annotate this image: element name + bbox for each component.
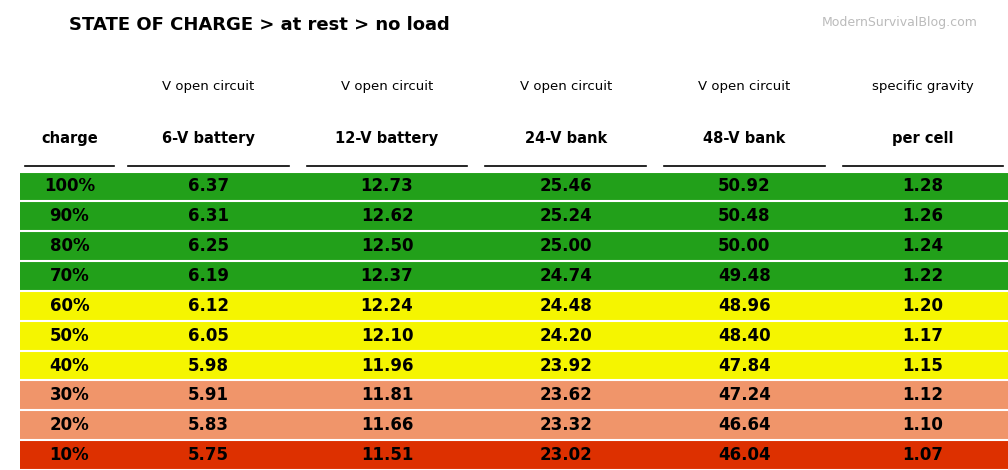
Bar [20, 410, 1008, 440]
Bar [20, 291, 1008, 321]
Text: V open circuit: V open circuit [162, 80, 255, 94]
Text: 1.12: 1.12 [902, 386, 943, 404]
Text: 6.37: 6.37 [187, 178, 229, 196]
Text: charge: charge [41, 131, 98, 146]
Text: 25.46: 25.46 [539, 178, 592, 196]
Bar [20, 231, 1008, 261]
Text: 6.19: 6.19 [187, 267, 229, 285]
Text: 46.64: 46.64 [718, 416, 770, 434]
Text: 30%: 30% [49, 386, 90, 404]
Text: 6-V battery: 6-V battery [162, 131, 255, 146]
Text: 24.20: 24.20 [539, 327, 592, 345]
Text: 6.05: 6.05 [187, 327, 229, 345]
Text: 12.10: 12.10 [361, 327, 413, 345]
Text: 6.12: 6.12 [187, 297, 229, 315]
Text: 11.66: 11.66 [361, 416, 413, 434]
Text: 23.92: 23.92 [539, 357, 592, 375]
Text: 12.62: 12.62 [361, 207, 413, 225]
Text: 12-V battery: 12-V battery [336, 131, 438, 146]
Text: 1.20: 1.20 [902, 297, 943, 315]
Text: 1.22: 1.22 [902, 267, 943, 285]
Text: 12.50: 12.50 [361, 237, 413, 255]
Text: 100%: 100% [44, 178, 95, 196]
Text: 12.73: 12.73 [361, 178, 413, 196]
Text: 23.02: 23.02 [539, 446, 592, 464]
Text: 49.48: 49.48 [718, 267, 771, 285]
Text: V open circuit: V open circuit [341, 80, 433, 94]
Text: 1.24: 1.24 [902, 237, 943, 255]
Text: 48-V bank: 48-V bank [704, 131, 785, 146]
Text: 70%: 70% [49, 267, 90, 285]
Text: 5.75: 5.75 [187, 446, 229, 464]
Text: 1.07: 1.07 [902, 446, 943, 464]
Text: 40%: 40% [49, 357, 90, 375]
Text: 12.37: 12.37 [361, 267, 413, 285]
Text: per cell: per cell [892, 131, 954, 146]
Text: 23.32: 23.32 [539, 416, 592, 434]
Text: 48.96: 48.96 [718, 297, 770, 315]
Text: 90%: 90% [49, 207, 90, 225]
Bar [20, 261, 1008, 291]
Bar [20, 440, 1008, 470]
Text: 50.92: 50.92 [718, 178, 770, 196]
Text: 47.24: 47.24 [718, 386, 771, 404]
Text: 6.31: 6.31 [187, 207, 229, 225]
Bar [20, 172, 1008, 202]
Text: 80%: 80% [49, 237, 90, 255]
Text: STATE OF CHARGE > at rest > no load: STATE OF CHARGE > at rest > no load [70, 16, 451, 34]
Text: 46.04: 46.04 [718, 446, 770, 464]
Text: 25.24: 25.24 [539, 207, 592, 225]
Text: 50.00: 50.00 [718, 237, 770, 255]
Bar [20, 381, 1008, 410]
Text: 1.10: 1.10 [902, 416, 943, 434]
Text: 11.51: 11.51 [361, 446, 413, 464]
Text: 6.25: 6.25 [187, 237, 229, 255]
Text: 11.81: 11.81 [361, 386, 413, 404]
Text: 11.96: 11.96 [361, 357, 413, 375]
Bar [20, 351, 1008, 381]
Text: 24-V bank: 24-V bank [524, 131, 607, 146]
Text: 12.24: 12.24 [361, 297, 413, 315]
Text: ModernSurvivalBlog.com: ModernSurvivalBlog.com [822, 16, 978, 30]
Text: 1.28: 1.28 [902, 178, 943, 196]
Bar [20, 321, 1008, 351]
Text: specific gravity: specific gravity [872, 80, 974, 94]
Text: 1.15: 1.15 [902, 357, 943, 375]
Text: 60%: 60% [49, 297, 90, 315]
Text: 5.91: 5.91 [187, 386, 229, 404]
Text: 50.48: 50.48 [718, 207, 770, 225]
Text: 5.98: 5.98 [187, 357, 229, 375]
Text: 24.74: 24.74 [539, 267, 592, 285]
Text: 24.48: 24.48 [539, 297, 592, 315]
Text: 10%: 10% [49, 446, 90, 464]
Text: 48.40: 48.40 [718, 327, 770, 345]
Text: 20%: 20% [49, 416, 90, 434]
Text: 1.26: 1.26 [902, 207, 943, 225]
Text: 25.00: 25.00 [539, 237, 592, 255]
Text: 50%: 50% [49, 327, 90, 345]
Text: 23.62: 23.62 [539, 386, 592, 404]
Bar [20, 202, 1008, 231]
Text: 1.17: 1.17 [902, 327, 943, 345]
Text: 47.84: 47.84 [718, 357, 771, 375]
Text: 5.83: 5.83 [187, 416, 229, 434]
Text: V open circuit: V open circuit [699, 80, 790, 94]
Text: V open circuit: V open circuit [519, 80, 612, 94]
